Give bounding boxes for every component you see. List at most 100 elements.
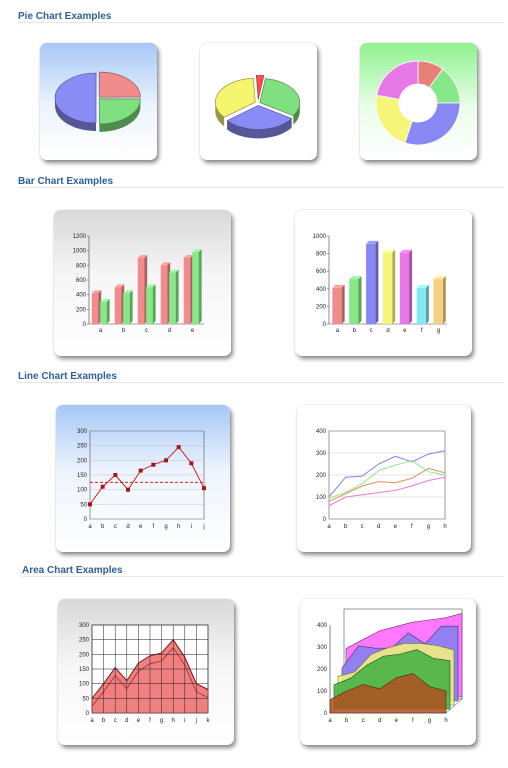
x-tick-label: d <box>377 524 380 530</box>
x-tick-label: b <box>353 328 357 334</box>
x-tick-label: b <box>344 524 348 530</box>
x-tick-label: h <box>172 718 175 724</box>
bar-top <box>332 284 345 288</box>
y-tick-label: 0 <box>324 711 328 717</box>
bar-side <box>198 249 202 324</box>
x-tick-label: g <box>164 524 167 530</box>
x-tick-label: d <box>386 328 389 334</box>
x-tick-label: b <box>345 718 349 724</box>
y-tick-label: 400 <box>76 293 87 299</box>
x-tick-label: f <box>149 718 151 724</box>
pie-slice <box>99 71 141 98</box>
x-tick-label: f <box>411 524 413 530</box>
bar-top <box>137 255 148 258</box>
series-line <box>89 446 205 505</box>
y-tick-label: 400 <box>317 623 328 629</box>
bar-side <box>341 284 345 324</box>
x-tick-label: g <box>437 328 440 334</box>
bar <box>146 287 153 324</box>
bar-top <box>416 284 429 288</box>
bar <box>192 252 199 324</box>
data-point <box>164 458 168 463</box>
bar <box>160 265 168 324</box>
pie-slice <box>259 78 301 116</box>
series-line <box>328 460 446 499</box>
x-tick-label: i <box>184 718 185 724</box>
bar-side <box>375 240 379 324</box>
section-divider <box>18 22 504 23</box>
bar <box>114 287 122 324</box>
bar <box>91 293 99 324</box>
bar-side <box>175 269 179 324</box>
bar-top <box>366 240 379 244</box>
pie-slice-side <box>55 98 96 131</box>
y-tick-label: 100 <box>79 682 90 688</box>
section-title-bar: Bar Chart Examples <box>18 176 114 187</box>
series-line <box>328 467 446 502</box>
bar-top <box>100 299 110 302</box>
y-tick-label: 0 <box>83 322 87 328</box>
x-tick-label: b <box>122 328 126 334</box>
pie-chart-card-2[interactable] <box>200 43 317 160</box>
line-chart-card-2[interactable]: 0 100 200 300 400 a b c d e f g h <box>297 405 471 552</box>
y-tick-label: 200 <box>79 652 90 658</box>
x-tick-label: b <box>102 718 106 724</box>
x-tick-label: d <box>168 328 171 334</box>
x-tick-label: c <box>361 524 364 530</box>
section-divider <box>18 187 504 188</box>
bar <box>332 287 342 324</box>
bar-chart-card-2[interactable]: 0 200 400 600 800 1000 a b c d e f g <box>295 210 472 356</box>
y-tick-label: 600 <box>76 278 87 284</box>
bar-top <box>114 284 125 288</box>
pie-slice <box>226 105 293 130</box>
bar-chart-card-1[interactable]: 0 200 400 600 800 1000 1200 a b c d e <box>54 210 231 356</box>
data-point <box>113 473 118 477</box>
data-point <box>126 487 130 492</box>
x-tick-label: c <box>114 718 117 724</box>
data-point <box>100 484 105 489</box>
x-tick-label: a <box>90 718 94 724</box>
bar-top <box>146 284 156 288</box>
x-tick-label: d <box>126 524 129 530</box>
bar-side <box>358 276 362 324</box>
x-tick-label: c <box>114 524 117 530</box>
pie-chart-card-1[interactable] <box>40 43 157 160</box>
bar-top <box>349 276 362 280</box>
x-tick-label: k <box>207 718 211 724</box>
area-chart-card-1[interactable]: 0 50 100 150 200 250 300 a b c d e f g h i j k <box>58 599 234 745</box>
x-tick-label: j <box>202 524 204 530</box>
line-chart: 0 100 200 300 400 a b c d e f g h <box>316 429 447 530</box>
bar-top <box>169 269 179 273</box>
y-tick-label: 150 <box>77 473 88 479</box>
section-divider <box>18 382 504 383</box>
y-tick-label: 200 <box>316 304 327 310</box>
area-chart-card-2[interactable]: 0 100 200 300 400 a b c d e f g h <box>300 599 476 745</box>
bar-top <box>433 276 446 280</box>
x-tick-label: f <box>412 718 414 724</box>
bar-top <box>160 262 171 266</box>
y-tick-label: 200 <box>77 458 88 464</box>
bar <box>123 293 130 324</box>
y-tick-label: 200 <box>76 307 87 313</box>
bar <box>137 258 145 324</box>
bar-top <box>91 290 102 294</box>
bar <box>349 279 359 324</box>
data-point <box>176 445 181 450</box>
x-tick-label: h <box>177 524 180 530</box>
x-tick-label: a <box>327 524 331 530</box>
x-tick-label: g <box>427 524 430 530</box>
pie-chart-3d <box>215 75 301 139</box>
y-tick-label: 800 <box>76 263 87 269</box>
data-point <box>88 502 92 507</box>
x-tick-label: i <box>191 524 192 530</box>
line-chart-card-1[interactable]: 0 50 100 150 200 250 300 a b c d e f g h i j <box>56 405 230 552</box>
bar <box>169 272 176 324</box>
section-title-area: Area Chart Examples <box>22 565 123 576</box>
donut-chart-card[interactable] <box>360 43 477 160</box>
x-tick-label: e <box>403 328 407 334</box>
pie-slice-side <box>293 102 300 125</box>
y-tick-label: 150 <box>79 667 90 673</box>
y-tick-label: 1200 <box>73 234 87 240</box>
bar-top <box>399 249 413 253</box>
y-tick-label: 200 <box>316 473 327 479</box>
